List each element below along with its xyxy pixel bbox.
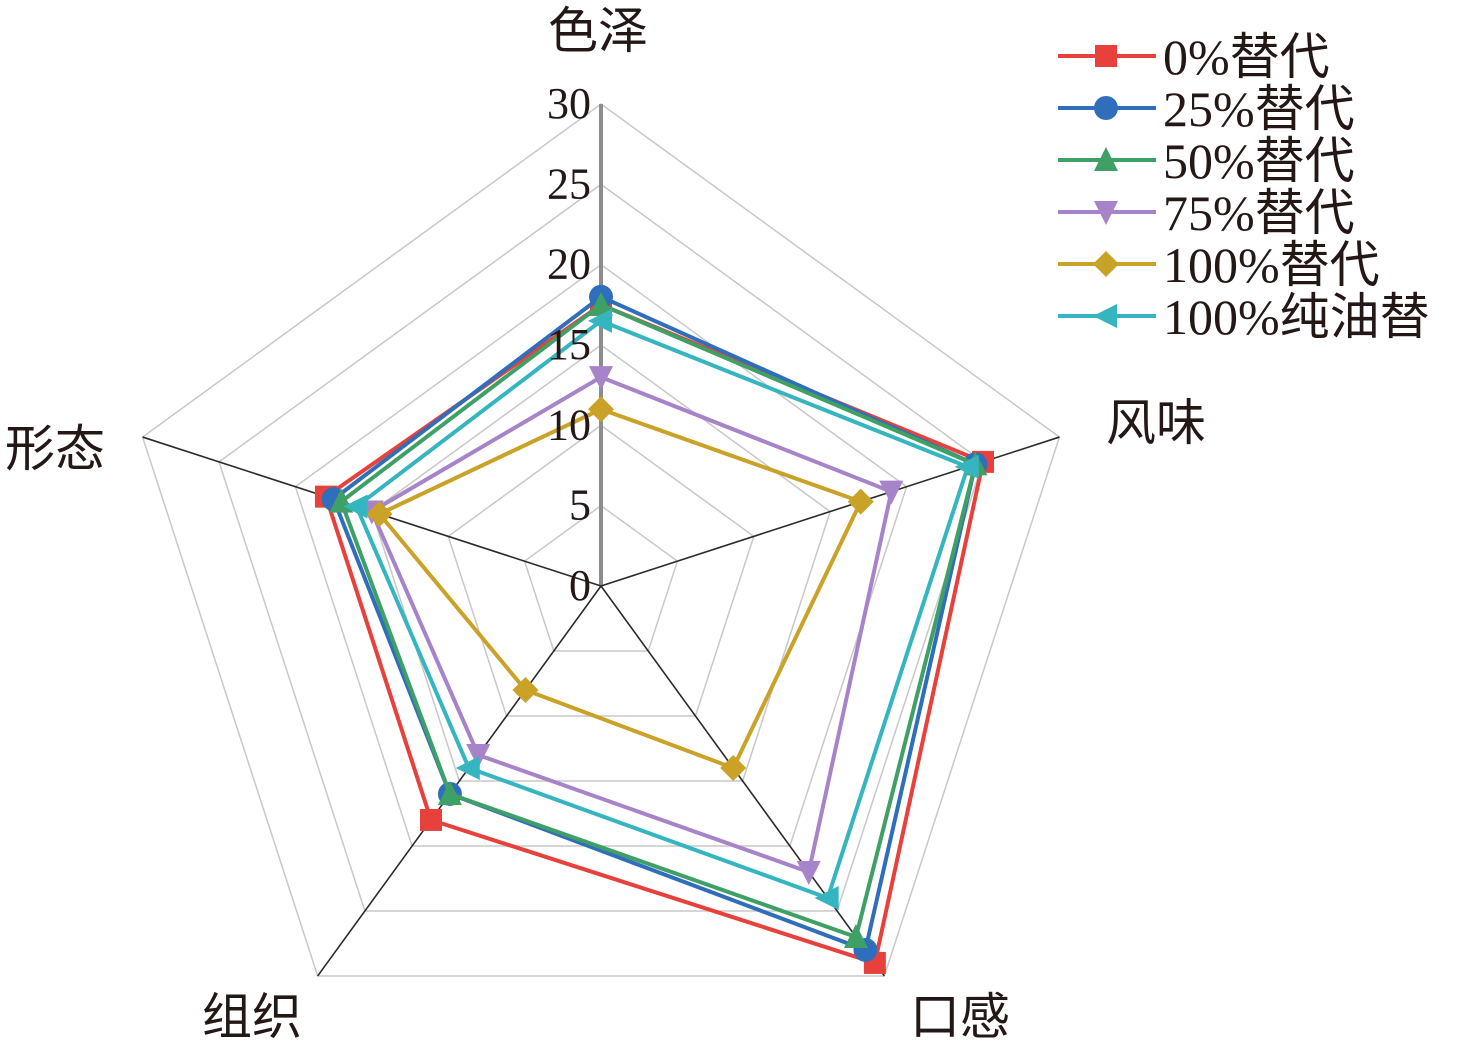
radar-grid <box>141 103 1061 977</box>
data-point <box>589 366 613 391</box>
radar-tick-labels: 0 5 10 15 20 25 30 <box>547 79 591 610</box>
tick-label: 30 <box>547 79 591 128</box>
data-point <box>814 885 839 910</box>
data-point <box>588 308 612 333</box>
radar-axes <box>142 104 1060 977</box>
legend-label: 100%纯油替 <box>1163 289 1430 345</box>
tick-label: 25 <box>547 159 591 208</box>
axis-label: 组织 <box>202 988 302 1046</box>
axis-label: 形态 <box>5 420 105 478</box>
data-point <box>420 808 443 831</box>
series-line <box>369 375 894 874</box>
axis-label: 色泽 <box>548 2 648 60</box>
legend-label: 25%替代 <box>1163 81 1355 137</box>
series-line <box>354 318 970 900</box>
tick-label: 10 <box>547 400 591 449</box>
series-group <box>343 308 979 910</box>
series-group <box>366 396 874 781</box>
grid-ring <box>218 183 984 912</box>
data-point <box>843 923 868 948</box>
legend-item: 100%纯油替 <box>1058 289 1430 345</box>
data-point <box>343 494 368 519</box>
series-line <box>339 302 978 939</box>
data-point <box>1093 304 1117 328</box>
legend-item: 0%替代 <box>1058 29 1330 85</box>
data-point <box>437 780 462 805</box>
legend-label: 0%替代 <box>1163 29 1330 85</box>
data-point <box>512 676 539 703</box>
legend-item: 75%替代 <box>1058 185 1355 241</box>
legend-item: 100%替代 <box>1058 237 1380 293</box>
data-point <box>588 396 614 423</box>
data-point <box>796 860 821 885</box>
series-line <box>377 407 863 770</box>
tick-label: 0 <box>569 561 591 610</box>
axis-spoke <box>317 585 602 977</box>
data-point <box>954 454 979 479</box>
legend-label: 100%替代 <box>1163 237 1380 293</box>
data-point <box>589 291 613 316</box>
tick-label: 15 <box>547 320 591 369</box>
data-point <box>1094 96 1118 120</box>
tick-label: 20 <box>547 240 591 289</box>
tick-label: 5 <box>569 481 591 530</box>
grid-ring <box>141 103 1061 977</box>
data-point <box>879 480 904 505</box>
data-point <box>1095 45 1117 67</box>
axis-label: 风味 <box>1106 394 1206 452</box>
radar-series <box>314 284 995 974</box>
data-point <box>366 501 393 528</box>
legend-item: 25%替代 <box>1058 81 1355 137</box>
series-line <box>323 302 986 965</box>
axis-spoke <box>600 585 885 977</box>
data-point <box>1094 201 1118 225</box>
legend-label: 75%替代 <box>1163 185 1355 241</box>
data-point <box>466 743 491 768</box>
legend-label: 50%替代 <box>1163 133 1355 189</box>
data-point <box>847 488 874 515</box>
data-point <box>1093 251 1119 277</box>
data-point <box>455 755 480 780</box>
legend-item: 50%替代 <box>1058 133 1355 189</box>
grid-ring <box>447 424 755 717</box>
data-point <box>720 754 747 781</box>
grid-ring <box>370 344 832 782</box>
data-point <box>1094 147 1118 171</box>
axis-label: 口感 <box>910 988 1010 1046</box>
grid-ring <box>523 504 679 652</box>
